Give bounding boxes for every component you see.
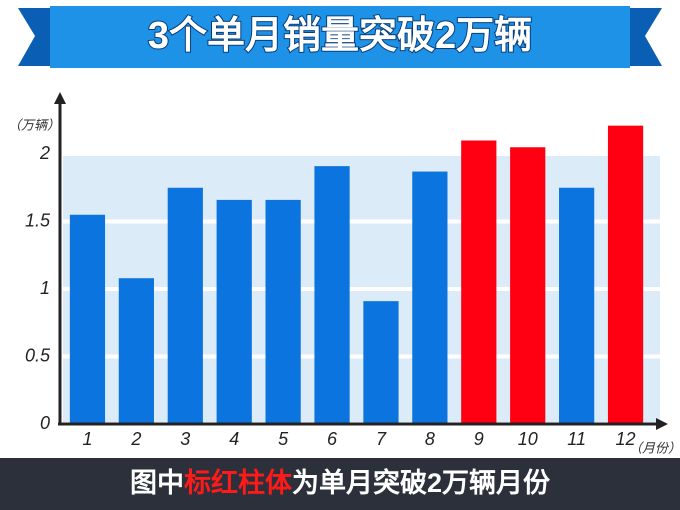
bar: [167, 187, 203, 424]
x-tick-label: 4: [229, 429, 239, 449]
x-tick-label: 2: [130, 429, 141, 449]
y-axis-label: （万辆）: [8, 117, 60, 132]
footnote-highlight: 标红柱体: [184, 467, 293, 498]
x-tick-label: 1: [82, 429, 92, 449]
y-tick-label: 0: [40, 413, 50, 433]
x-tick-label: 6: [327, 429, 338, 449]
footnote-part: 为单月突破2万辆月份: [292, 467, 550, 498]
x-tick-label: 11: [567, 429, 586, 449]
bar: [510, 147, 546, 424]
x-tick-label: 12: [616, 429, 636, 449]
footnote: 图中标红柱体为单月突破2万辆月份: [130, 467, 550, 498]
title-banner: 3个单月销量突破2万辆: [18, 6, 662, 68]
plot-area: 00.511.521 2 3 4 5 6 7 8 9 10 11 12: [25, 92, 668, 449]
bar: [607, 125, 644, 425]
x-tick-label: 7: [376, 429, 387, 449]
bar: [118, 278, 154, 424]
y-tick-label: 2: [39, 143, 50, 163]
x-tick-label: 3: [180, 429, 190, 449]
bar: [69, 214, 106, 424]
x-tick-label: 8: [425, 429, 435, 449]
footer-bar: [0, 458, 680, 510]
x-axis-label: （月份）: [629, 440, 680, 455]
x-tick-label: 5: [278, 429, 289, 449]
y-tick-label: 0.5: [25, 345, 51, 365]
y-tick-label: 1.5: [25, 210, 51, 230]
bar: [314, 166, 350, 424]
y-axis-arrow: [54, 92, 66, 104]
bar: [265, 199, 301, 424]
bar: [216, 199, 252, 424]
x-axis-arrow: [656, 418, 668, 430]
footnote-part: 图中: [130, 468, 184, 498]
bar: [461, 140, 497, 424]
bar: [559, 187, 595, 424]
y-tick-label: 1: [40, 278, 50, 298]
chart-title: 3个单月销量突破2万辆: [148, 15, 532, 57]
banner-front: [50, 6, 630, 68]
bar: [363, 301, 399, 424]
bar: [412, 171, 448, 424]
x-tick-label: 9: [474, 429, 484, 449]
x-tick-label: 10: [518, 429, 538, 449]
